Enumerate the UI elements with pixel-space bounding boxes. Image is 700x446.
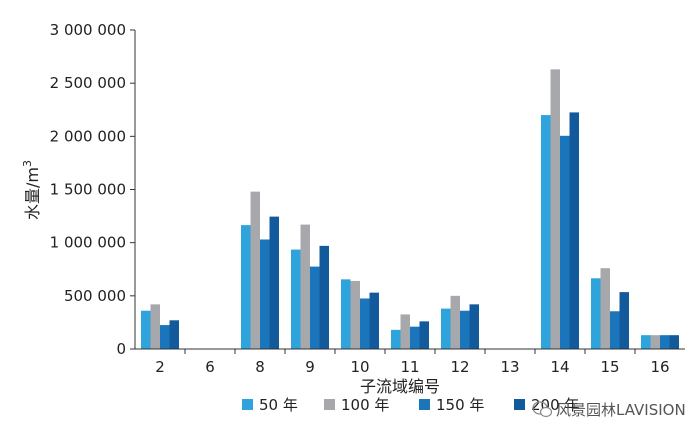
bar-14-series-2 (550, 69, 560, 350)
bar-10-series-4 (369, 292, 379, 349)
bar-8-series-4 (269, 216, 279, 349)
bar-2-series-2 (150, 304, 160, 349)
bar-16-series-3 (660, 335, 670, 349)
bar-16-series-2 (650, 335, 660, 349)
bar-9-series-4 (319, 245, 329, 349)
y-tick-label: 2 000 000 (50, 127, 126, 145)
bar-15-series-1 (591, 278, 601, 349)
bar-8-series-2 (250, 191, 260, 349)
y-tick-label: 2 500 000 (50, 74, 126, 92)
bar-2-series-4 (169, 320, 179, 349)
bar-2-series-1 (141, 310, 151, 349)
y-tick-label: 3 000 000 (50, 21, 126, 39)
y-axis-title: 水量/m3 (21, 160, 42, 220)
legend-label-2: 100 年 (341, 396, 389, 414)
bar-9-series-2 (300, 224, 310, 349)
bar-14-series-4 (569, 112, 579, 350)
x-tick-label: 11 (400, 358, 419, 376)
bar-10-series-1 (341, 279, 351, 349)
y-tick-label: 0 (116, 340, 126, 358)
bar-8-series-3 (260, 239, 270, 349)
bar-9-series-1 (291, 249, 301, 349)
x-tick-label: 14 (550, 358, 569, 376)
x-tick-label: 6 (205, 358, 215, 376)
x-tick-label: 12 (450, 358, 469, 376)
y-tick-label: 1 000 000 (50, 234, 126, 252)
y-tick-label: 500 000 (64, 287, 126, 305)
watermark-text: 风景园林LAVISION (556, 401, 686, 419)
bar-12-series-3 (460, 310, 470, 349)
bar-16-series-4 (669, 335, 679, 349)
bar-11-series-4 (419, 321, 429, 349)
legend-label-1: 50 年 (259, 396, 298, 414)
bar-15-series-4 (619, 292, 629, 349)
bar-11-series-3 (410, 326, 420, 349)
y-axis-ticks: 0 500 000 1 000 000 1 500 000 2 000 000 2 500… (50, 21, 135, 358)
bar-8-series-1 (241, 225, 251, 349)
bar-12-series-4 (469, 304, 479, 349)
bar-10-series-3 (360, 298, 370, 349)
bar-15-series-2 (600, 268, 610, 349)
x-tick-label: 10 (350, 358, 369, 376)
bar-11-series-2 (400, 314, 410, 349)
legend-label-3: 150 年 (436, 396, 484, 414)
x-tick-label: 16 (650, 358, 669, 376)
y-tick-label: 1 500 000 (50, 181, 126, 199)
bar-16-series-1 (641, 335, 651, 349)
x-axis-title: 子流域编号 (360, 377, 440, 396)
x-tick-label: 8 (255, 358, 265, 376)
bar-14-series-1 (541, 115, 551, 349)
legend-swatch-1 (242, 399, 253, 410)
x-tick-label: 13 (500, 358, 519, 376)
legend-swatch-2 (324, 399, 335, 410)
legend: 50 年 100 年 150 年 200 年 (242, 396, 579, 414)
bar-11-series-1 (391, 329, 401, 349)
legend-swatch-3 (419, 399, 430, 410)
bar-15-series-3 (610, 311, 620, 349)
bars-group (141, 69, 679, 350)
bar-14-series-3 (560, 135, 570, 349)
bar-12-series-1 (441, 308, 451, 349)
x-tick-label: 15 (600, 358, 619, 376)
wechat-icon (532, 401, 553, 418)
bar-12-series-2 (450, 295, 460, 349)
x-axis-ticks: 2 6 8 9 10 11 12 13 14 15 16 (155, 349, 670, 376)
bar-2-series-3 (160, 325, 170, 349)
bar-9-series-3 (310, 266, 320, 349)
bar-10-series-2 (350, 280, 360, 349)
legend-swatch-4 (514, 399, 525, 410)
x-tick-label: 2 (155, 358, 165, 376)
axes (134, 30, 685, 350)
watermark: 风景园林LAVISION (532, 401, 686, 419)
x-tick-label: 9 (305, 358, 315, 376)
